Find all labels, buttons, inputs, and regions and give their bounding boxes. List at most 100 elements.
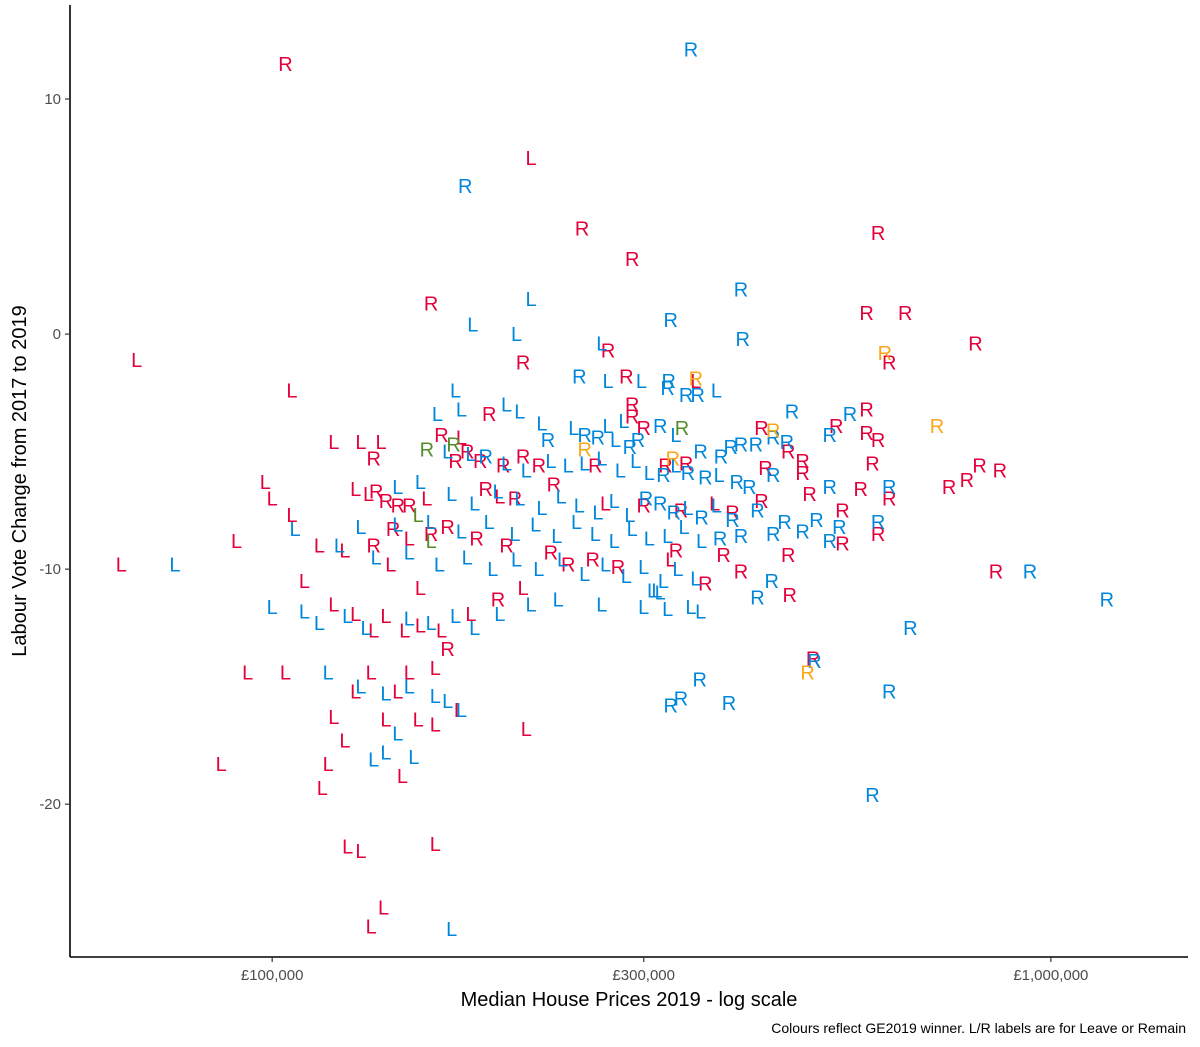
data-point-conservative-leave: L: [487, 559, 498, 581]
data-point-conservative-leave: L: [662, 526, 673, 548]
x-tick-label: £1,000,000: [1013, 967, 1088, 984]
data-point-conservative-leave: L: [690, 569, 701, 591]
x-tick-label: £300,000: [612, 967, 675, 984]
data-point-labour-leave: L: [350, 681, 361, 703]
data-point-conservative-remain: R: [742, 477, 756, 499]
data-point-labour-remain: R: [561, 554, 575, 576]
data-point-labour-remain: R: [611, 557, 625, 579]
data-point-labour-leave: L: [380, 710, 391, 732]
data-point-conservative-remain: R: [656, 465, 670, 487]
data-point-conservative-remain: R: [750, 587, 764, 609]
data-point-conservative-remain: R: [795, 522, 809, 544]
data-point-conservative-leave: L: [651, 580, 662, 602]
data-point-labour-remain: R: [854, 479, 868, 501]
data-point-labour-leave: L: [380, 606, 391, 628]
data-point-conservative-leave: L: [592, 503, 603, 525]
data-point-green-leave: L: [413, 505, 424, 527]
data-point-conservative-remain: R: [1023, 561, 1037, 583]
data-point-labour-leave: L: [317, 778, 328, 800]
data-point-conservative-leave: L: [678, 517, 689, 539]
data-point-conservative-leave: L: [670, 425, 681, 447]
data-point-labour-remain: R: [898, 303, 912, 325]
data-point-conservative-remain: R: [661, 371, 675, 393]
data-point-labour-remain: R: [386, 519, 400, 541]
data-point-conservative-remain: R: [764, 571, 778, 593]
data-point-libdem-remain: R: [666, 449, 680, 471]
data-point-labour-leave: L: [350, 479, 361, 501]
data-point-conservative-leave: L: [501, 395, 512, 417]
data-point-conservative-leave: L: [536, 413, 547, 435]
data-point-labour-remain: R: [882, 352, 896, 374]
data-point-conservative-leave: L: [334, 536, 345, 558]
data-point-labour-remain: R: [968, 333, 982, 355]
data-point-labour-remain: R: [795, 451, 809, 473]
data-point-labour-leave: L: [430, 658, 441, 680]
data-point-labour-leave: L: [368, 620, 379, 642]
data-point-labour-remain: R: [882, 489, 896, 511]
data-point-conservative-leave: L: [695, 601, 706, 623]
data-point-labour-leave: L: [314, 536, 325, 558]
data-point-conservative-leave: L: [685, 597, 696, 619]
data-point-labour-remain: R: [871, 524, 885, 546]
data-point-labour-remain: R: [588, 456, 602, 478]
data-point-labour-remain: R: [575, 218, 589, 240]
data-point-labour-leave: L: [216, 754, 227, 776]
data-point-conservative-leave: L: [371, 547, 382, 569]
data-point-conservative-leave: L: [590, 524, 601, 546]
data-point-conservative-leave: L: [450, 381, 461, 403]
data-point-conservative-leave: L: [456, 522, 467, 544]
data-point-labour-leave: L: [376, 432, 387, 454]
data-point-conservative-leave: L: [627, 519, 638, 541]
data-point-labour-leave: L: [366, 916, 377, 938]
data-point-conservative-leave: L: [521, 460, 532, 482]
data-point-conservative-remain: R: [591, 428, 605, 450]
data-point-conservative-leave: L: [553, 590, 564, 612]
data-point-conservative-leave: L: [568, 418, 579, 440]
data-point-conservative-remain: R: [903, 618, 917, 640]
data-point-labour-remain: R: [424, 524, 438, 546]
data-point-labour-remain: R: [829, 416, 843, 438]
data-point-conservative-remain: R: [664, 695, 678, 717]
data-point-conservative-leave: L: [670, 456, 681, 478]
data-point-conservative-remain: R: [694, 507, 708, 529]
data-point-conservative-remain: R: [664, 310, 678, 332]
data-point-conservative-leave: L: [533, 559, 544, 581]
data-point-conservative-remain: R: [674, 688, 688, 710]
data-point-labour-remain: R: [434, 425, 448, 447]
data-point-conservative-leave: L: [404, 543, 415, 565]
data-point-labour-leave: L: [430, 714, 441, 736]
data-point-conservative-remain: R: [667, 503, 681, 525]
data-point-labour-leave: L: [415, 616, 426, 638]
data-point-conservative-leave: L: [511, 324, 522, 346]
data-point-labour-remain: R: [942, 477, 956, 499]
data-point-labour-leave: L: [385, 554, 396, 576]
data-point-conservative-remain: R: [734, 526, 748, 548]
data-point-conservative-leave: L: [610, 430, 621, 452]
data-point-labour-remain: R: [960, 470, 974, 492]
data-point-labour-leave: L: [342, 837, 353, 859]
data-point-labour-leave: L: [286, 381, 297, 403]
data-point-labour-leave: L: [280, 663, 291, 685]
data-point-conservative-remain: R: [882, 681, 896, 703]
data-point-conservative-leave: L: [655, 583, 666, 605]
data-point-labour-remain: R: [473, 451, 487, 473]
data-point-labour-leave: L: [521, 719, 532, 741]
data-point-conservative-leave: L: [596, 449, 607, 471]
data-point-conservative-remain: R: [713, 529, 727, 551]
data-point-conservative-remain: R: [766, 428, 780, 450]
data-point-conservative-leave: L: [672, 559, 683, 581]
data-point-labour-leave: L: [260, 472, 271, 494]
data-point-labour-remain: R: [679, 453, 693, 475]
data-point-conservative-leave: L: [525, 594, 536, 616]
data-point-libdem-remain: R: [878, 343, 892, 365]
y-tick-label: -10: [39, 561, 61, 578]
data-point-labour-leave: L: [366, 663, 377, 685]
data-point-conservative-leave: L: [682, 498, 693, 520]
data-point-conservative-remain: R: [730, 472, 744, 494]
data-point-conservative-leave: L: [355, 517, 366, 539]
data-point-conservative-remain: R: [653, 416, 667, 438]
data-point-conservative-remain: R: [734, 279, 748, 301]
data-point-labour-remain: R: [469, 529, 483, 551]
data-point-conservative-leave: L: [514, 402, 525, 424]
data-point-labour-remain: R: [636, 418, 650, 440]
